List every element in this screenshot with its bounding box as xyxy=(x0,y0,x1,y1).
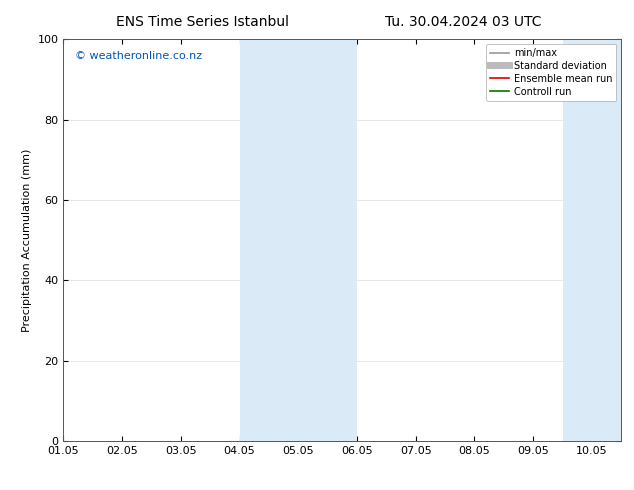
Text: © weatheronline.co.nz: © weatheronline.co.nz xyxy=(75,51,202,61)
Text: Tu. 30.04.2024 03 UTC: Tu. 30.04.2024 03 UTC xyxy=(385,15,541,29)
Text: ENS Time Series Istanbul: ENS Time Series Istanbul xyxy=(117,15,289,29)
Y-axis label: Precipitation Accumulation (mm): Precipitation Accumulation (mm) xyxy=(22,148,32,332)
Legend: min/max, Standard deviation, Ensemble mean run, Controll run: min/max, Standard deviation, Ensemble me… xyxy=(486,44,616,100)
Bar xyxy=(562,39,621,441)
Bar xyxy=(240,39,357,441)
